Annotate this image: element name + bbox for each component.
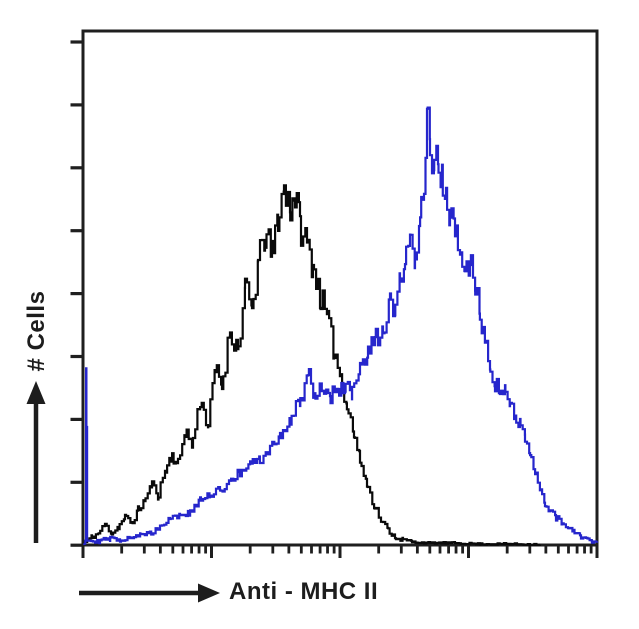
plot-frame: [81, 29, 599, 547]
black-histogram-curve: [84, 184, 541, 547]
x-axis-label: Anti - MHC II: [229, 577, 379, 605]
y-axis-label: # Cells: [23, 290, 50, 372]
blue-histogram-curve: [83, 106, 599, 545]
